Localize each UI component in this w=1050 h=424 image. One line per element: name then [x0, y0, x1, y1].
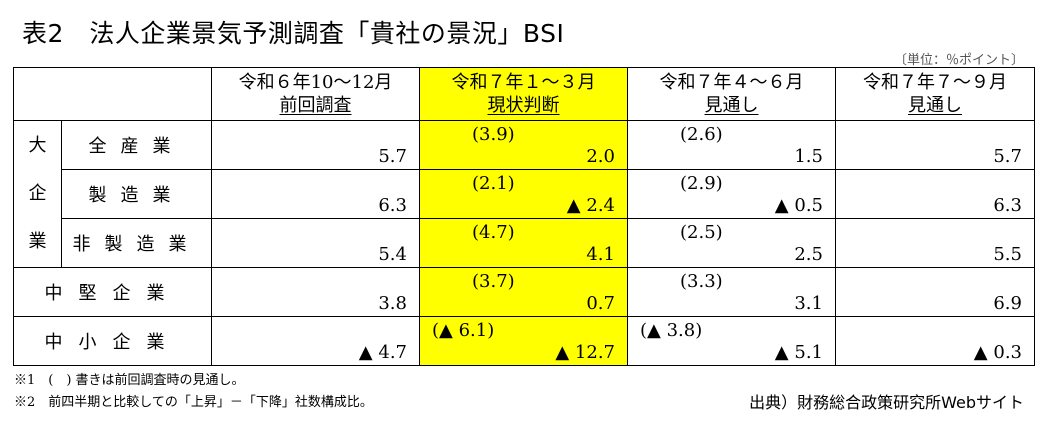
cell-value: 6.9	[993, 293, 1022, 314]
cell-value: 5.5	[993, 244, 1022, 265]
cell-prev-forecast: (3.9)	[472, 124, 515, 145]
cell-value: 1.5	[794, 146, 823, 167]
header-col-3-type: 見通し	[704, 95, 759, 116]
cell-value: ▲ 0.5	[774, 195, 823, 216]
cell-prev-forecast: (2.9)	[680, 173, 723, 194]
header-col-2-period: 令和７年１～３月	[451, 72, 596, 93]
footnotes: ※1 ( ) 書きは前回調査時の見通し。 ※2 前四半期と比較しての「上昇」－「…	[14, 370, 373, 414]
group-label-char: 企	[28, 183, 47, 204]
group-label-char: 業	[28, 231, 47, 252]
cell-value: ▲ 0.3	[973, 342, 1022, 363]
cell-value: 2.5	[794, 244, 823, 265]
table-row: 中堅企業 3.8 (3.7) 0.7 (3.3) 3.1 6.9	[13, 267, 1035, 317]
header-col-1-type: 前回調査	[279, 95, 352, 116]
table-header-row: 令和６年10～12月 前回調査 令和７年１～３月 現状判断 令和７年４～６月 見…	[13, 67, 1035, 121]
cell-value: 6.3	[993, 195, 1022, 216]
header-col-1: 令和６年10～12月 前回調査	[211, 67, 420, 121]
cell-prev-forecast: (3.3)	[680, 271, 723, 292]
header-corner	[13, 67, 212, 121]
cell-forecast-q2: (2.5) 2.5	[627, 218, 836, 268]
cell-prev-survey: 3.8	[211, 267, 420, 317]
cell-prev-forecast: (4.7)	[472, 222, 515, 243]
table-row: 非製造業 5.4 (4.7) 4.1 (2.5) 2.5 5.5	[14, 218, 1035, 268]
page-title: 表2 法人企業景気予測調査「貴社の景況」BSI	[22, 19, 565, 48]
table-row: 製造業 6.3 (2.1) ▲ 2.4 (2.9) ▲ 0.5 6.3	[14, 169, 1035, 219]
cell-forecast-q3: ▲ 0.3	[835, 316, 1035, 366]
cell-value: 5.7	[378, 146, 407, 167]
cell-current: (4.7) 4.1	[419, 218, 628, 268]
cell-value: 3.8	[378, 293, 407, 314]
row-label: 非製造業	[61, 218, 212, 268]
cell-current: (2.1) ▲ 2.4	[419, 169, 628, 219]
cell-current: (3.7) 0.7	[419, 267, 628, 317]
cell-prev-forecast: (▲ 6.1)	[432, 320, 495, 341]
cell-forecast-q3: 5.7	[835, 120, 1035, 170]
header-col-1-period: 令和６年10～12月	[238, 72, 393, 93]
cell-current: (▲ 6.1) ▲ 12.7	[419, 316, 628, 366]
row-label: 製造業	[61, 169, 212, 219]
cell-value: 5.7	[993, 146, 1022, 167]
header-col-4-type: 見通し	[908, 95, 962, 116]
row-label: 中堅企業	[13, 267, 212, 317]
header-col-2: 令和７年１～３月 現状判断	[419, 67, 628, 121]
cell-prev-forecast: (▲ 3.8)	[640, 320, 703, 341]
header-col-4: 令和７年７～９月 見通し	[835, 67, 1035, 121]
cell-forecast-q2: (3.3) 3.1	[627, 267, 836, 317]
cell-value: 0.7	[586, 293, 615, 314]
footnote-1: ※1 ( ) 書きは前回調査時の見通し。	[14, 373, 245, 388]
table-row: 中小企業 ▲ 4.7 (▲ 6.1) ▲ 12.7 (▲ 3.8) ▲ 5.1 ▲ …	[13, 316, 1035, 366]
cell-current: (3.9) 2.0	[419, 120, 628, 170]
cell-value: ▲ 2.4	[566, 195, 615, 216]
cell-value: ▲ 4.7	[358, 342, 407, 363]
cell-prev-survey: 5.7	[211, 120, 420, 170]
cell-value: 5.4	[378, 244, 407, 265]
header-col-4-period: 令和７年７～９月	[863, 72, 1007, 93]
group-label-large-enterprise: 大 企 業	[13, 120, 62, 268]
table-row: 大 企 業 全産業 5.7 (3.9) 2.0 (2.6) 1.5 5.7	[13, 120, 1035, 268]
cell-prev-survey: ▲ 4.7	[211, 316, 420, 366]
header-col-2-type: 現状判断	[487, 95, 560, 116]
row-label: 中小企業	[13, 316, 212, 366]
cell-prev-forecast: (3.7)	[472, 271, 515, 292]
group-label-char: 大	[28, 135, 47, 156]
bsi-table: 令和６年10～12月 前回調査 令和７年１～３月 現状判断 令和７年４～６月 見…	[13, 67, 1035, 366]
cell-value: ▲ 5.1	[774, 342, 823, 363]
cell-value: 4.1	[586, 244, 615, 265]
cell-prev-forecast: (2.1)	[472, 173, 515, 194]
cell-forecast-q2: (2.9) ▲ 0.5	[627, 169, 836, 219]
header-col-3: 令和７年４～６月 見通し	[627, 67, 836, 121]
header-col-3-period: 令和７年４～６月	[659, 72, 804, 93]
cell-value: 3.1	[794, 293, 823, 314]
cell-value: 6.3	[378, 195, 407, 216]
cell-forecast-q2: (2.6) 1.5	[627, 120, 836, 170]
row-label: 全産業	[61, 120, 212, 170]
cell-prev-forecast: (2.6)	[680, 124, 723, 145]
unit-label: 〔単位：％ポイント〕	[893, 53, 1024, 68]
cell-forecast-q2: (▲ 3.8) ▲ 5.1	[627, 316, 836, 366]
cell-prev-survey: 5.4	[211, 218, 420, 268]
source-credit: 出典）財務総合政策研究所Webサイト	[749, 393, 1024, 412]
footnote-2: ※2 前四半期と比較しての「上昇」－「下降」社数構成比。	[14, 395, 373, 410]
cell-prev-survey: 6.3	[211, 169, 420, 219]
cell-prev-forecast: (2.5)	[680, 222, 723, 243]
cell-forecast-q3: 6.9	[835, 267, 1035, 317]
cell-forecast-q3: 6.3	[835, 169, 1035, 219]
cell-forecast-q3: 5.5	[835, 218, 1035, 268]
cell-value: 2.0	[586, 146, 615, 167]
cell-value: ▲ 12.7	[555, 342, 615, 363]
